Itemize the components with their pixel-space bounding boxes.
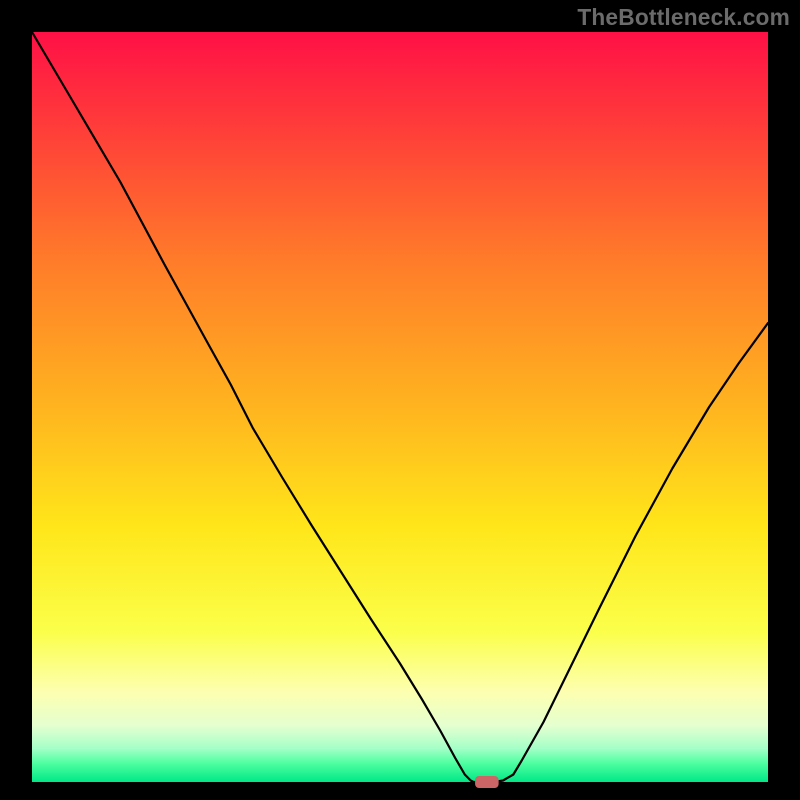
minimum-marker <box>475 776 499 788</box>
chart-stage: { "watermark": { "text": "TheBottleneck.… <box>0 0 800 800</box>
watermark-text: TheBottleneck.com <box>577 4 790 31</box>
plot-background <box>32 32 768 782</box>
bottleneck-chart <box>0 0 800 800</box>
